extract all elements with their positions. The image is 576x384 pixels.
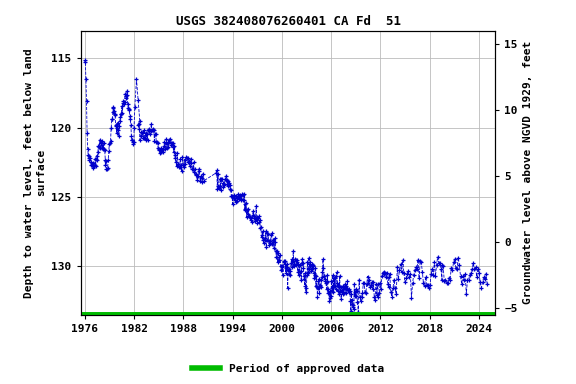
Y-axis label: Depth to water level, feet below land
surface: Depth to water level, feet below land su… [24, 48, 46, 298]
Y-axis label: Groundwater level above NGVD 1929, feet: Groundwater level above NGVD 1929, feet [524, 41, 533, 305]
Title: USGS 382408076260401 CA Fd  51: USGS 382408076260401 CA Fd 51 [176, 15, 400, 28]
Legend: Period of approved data: Period of approved data [188, 359, 388, 379]
